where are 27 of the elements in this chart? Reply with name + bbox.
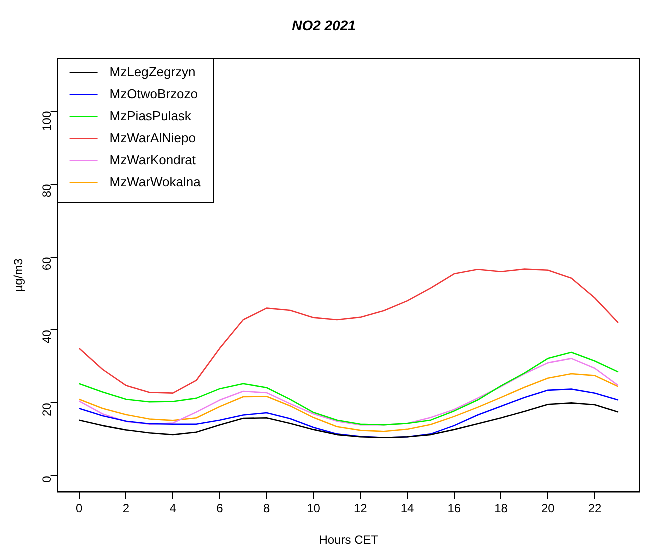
y-axis-title: µg/m3	[12, 258, 26, 292]
legend-label: MzWarAlNiepo	[110, 130, 196, 146]
chart-title: NO2 2021	[292, 17, 356, 34]
y-tick-label: 100	[40, 111, 54, 132]
y-tick-label: 40	[40, 330, 54, 344]
legend-label: MzPiasPulask	[110, 108, 192, 124]
y-tick-label: 20	[40, 402, 54, 417]
x-axis-title: Hours CET	[319, 533, 380, 548]
x-tick-label: 8	[264, 502, 271, 516]
x-tick-label: 2	[122, 502, 130, 516]
legend-label: MzWarWokalna	[110, 174, 202, 190]
legend-label: MzWarKondrat	[110, 152, 196, 168]
legend-label: MzOtwoBrzozo	[110, 86, 198, 102]
x-tick-label: 0	[76, 502, 84, 516]
x-tick-label: 6	[216, 502, 224, 516]
legend-label: MzLegZegrzyn	[110, 64, 196, 80]
x-tick-label: 14	[400, 502, 414, 516]
x-tick-label: 4	[170, 502, 177, 516]
y-tick-label: 0	[40, 476, 54, 483]
y-tick-label: 60	[40, 256, 54, 271]
x-tick-label: 16	[448, 502, 462, 516]
x-tick-label: 20	[541, 502, 556, 516]
y-tick-label: 80	[40, 184, 54, 198]
x-tick-label: 10	[307, 502, 321, 516]
x-tick-label: 12	[354, 502, 368, 516]
x-tick-label: 22	[588, 502, 602, 516]
x-tick-label: 18	[494, 502, 508, 516]
